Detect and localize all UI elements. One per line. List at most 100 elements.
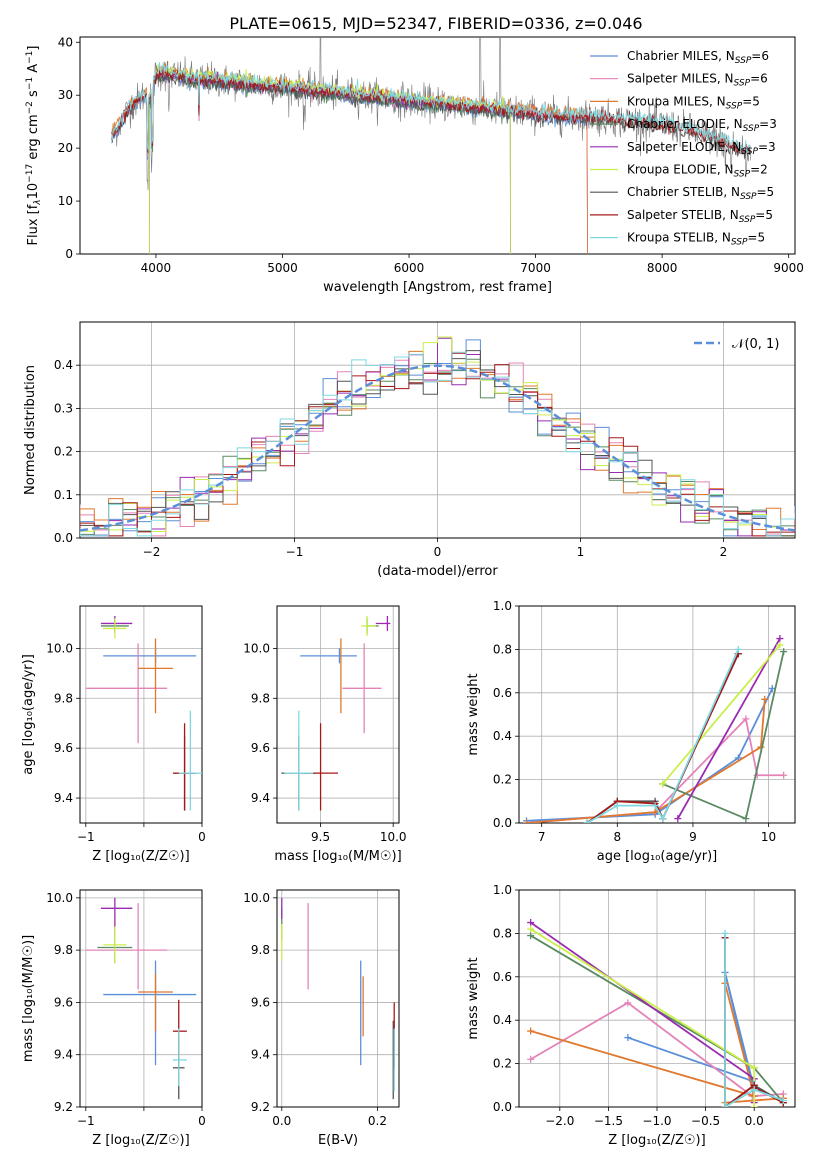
- figure-title: PLATE=0615, MJD=52347, FIBERID=0336, z=0…: [229, 14, 642, 33]
- weight-vs-age-marker: [583, 819, 591, 823]
- age-vs-z-ylabel: age [log₁₀(age/yr)]: [21, 654, 36, 775]
- age-vs-z-point: [138, 638, 173, 714]
- age-vs-mass-frame: [276, 605, 400, 824]
- weight-vs-z-ytick-label: 0.2: [493, 1057, 512, 1071]
- weight-vs-age-marker: [776, 641, 784, 649]
- age-vs-z-ytick-label: 9.8: [54, 691, 73, 705]
- spectrum-xtick-label: 4000: [141, 261, 172, 275]
- weight-vs-z-series-line: [724, 933, 784, 1107]
- mass-vs-z-point: [103, 960, 197, 1066]
- mass-vs-z-point: [138, 973, 173, 1032]
- spectrum-legend-entry: Kroupa MILES, NSSP=5: [627, 94, 760, 111]
- age-vs-mass-ytick-label: 10.0: [243, 641, 270, 655]
- spectrum-legend-entry: Chabrier MILES, NSSP=6: [627, 49, 769, 66]
- residuals-xtick-label: −1: [286, 545, 304, 559]
- weight-vs-age-marker: [613, 802, 621, 810]
- weight-vs-age-xlabel: age [log₁₀(age/yr)]: [597, 849, 718, 864]
- weight-vs-age-series-line: [677, 638, 781, 820]
- weight-vs-z-marker: [527, 932, 535, 940]
- weight-vs-z-marker: [527, 1027, 535, 1035]
- age-vs-mass-xtick-label: 10.0: [380, 830, 407, 844]
- mass-vs-ebv-ytick-label: 10.0: [243, 891, 270, 905]
- weight-vs-z-marker: [750, 1103, 758, 1107]
- weight-vs-age-marker: [659, 815, 667, 823]
- residuals-xtick-label: 2: [720, 545, 728, 559]
- mass-vs-ebv-xtick-label: 0.0: [272, 1114, 291, 1128]
- weight-vs-age-marker: [659, 780, 667, 788]
- weight-vs-age-xtick-label: 9: [689, 830, 697, 844]
- mass-vs-z-point: [172, 999, 187, 1063]
- weight-vs-z-marker: [527, 919, 535, 927]
- spectrum-xlabel: wavelength [Angstrom, rest frame]: [323, 280, 552, 295]
- spectrum-legend-entry: Kroupa STELIB, NSSP=5: [627, 231, 765, 248]
- mass-vs-z-point: [103, 926, 127, 964]
- weight-vs-z-ytick-label: 0.0: [493, 1100, 512, 1114]
- spectrum-lines: [111, 37, 751, 254]
- mass-vs-z-errorbars: [85, 897, 197, 1100]
- age-vs-z-errorbars: [85, 615, 202, 811]
- age-vs-z-point: [172, 723, 197, 811]
- age-vs-z-ytick-label: 9.4: [54, 791, 73, 805]
- weight-vs-z-ytick-label: 0.4: [493, 1013, 512, 1027]
- weight-vs-age-ytick-label: 0.6: [493, 686, 512, 700]
- weight-vs-z-series-line: [627, 972, 756, 1097]
- weight-vs-age-lines: [523, 635, 788, 823]
- mass-vs-z-ytick-label: 9.6: [54, 995, 73, 1009]
- mass-vs-z-xlabel: Z [log₁₀(Z/Z☉)]: [92, 1133, 189, 1148]
- age-vs-mass-point: [361, 615, 376, 636]
- weight-vs-age-marker: [651, 802, 659, 810]
- weight-vs-z-marker: [721, 929, 729, 937]
- age-vs-z-point: [103, 618, 127, 639]
- spectrum-ytick-label: 30: [58, 88, 73, 102]
- age-vs-mass-xtick-label: 9.5: [311, 830, 330, 844]
- mass-vs-z-axes: −1 0 9.2 9.4 9.6 9.8 10.0 Z [log₁₀(Z/Z☉)] mass […: [21, 889, 206, 1148]
- spectrum-legend-entry: Salpeter ELODIE, NSSP=3: [627, 140, 776, 157]
- weight-vs-age-ytick-label: 0.8: [493, 642, 512, 656]
- weight-vs-age-marker: [742, 815, 750, 823]
- weight-vs-age-marker: [742, 715, 750, 723]
- age-vs-z-axes: −1 0 9.4 9.6 9.8 10.0 Z [log₁₀(Z/Z☉)] age [log₁…: [21, 605, 206, 864]
- mass-vs-ebv-errorbars: [281, 897, 395, 1100]
- residuals-ytick-label: 0.4: [54, 358, 73, 372]
- weight-vs-age-ytick-label: 0.0: [493, 816, 512, 830]
- age-vs-z-xlabel: Z [log₁₀(Z/Z☉)]: [92, 849, 189, 864]
- weight-vs-age-ylabel: mass weight: [466, 673, 481, 755]
- weight-vs-age-series-line: [586, 653, 740, 823]
- weight-vs-z-marker: [527, 925, 535, 933]
- age-vs-z-xtick-label: −1: [77, 830, 95, 844]
- mass-vs-ebv-ytick-label: 9.4: [251, 1048, 270, 1062]
- mass-vs-z-ytick-label: 9.4: [54, 1048, 73, 1062]
- mass-vs-z-ylabel: mass [log₁₀(M/M☉)]: [21, 935, 36, 1062]
- weight-vs-z-marker: [527, 1055, 535, 1063]
- mass-vs-z-ytick-label: 9.8: [54, 943, 73, 957]
- residuals-xtick-label: −2: [143, 545, 161, 559]
- age-vs-z-frame: [79, 605, 203, 824]
- mass-vs-ebv-axes: 0.0 0.2 9.2 9.4 9.6 9.8 10.0 E(B-V): [243, 889, 400, 1148]
- residuals-frame: [79, 321, 796, 539]
- mass-vs-ebv-frame: [276, 889, 400, 1108]
- weight-vs-z-xtick-label: −1.0: [642, 1114, 671, 1128]
- spectrum-model-line: [111, 62, 751, 155]
- spectrum-xtick-label: 8000: [647, 261, 678, 275]
- age-vs-mass-ytick-label: 9.6: [251, 741, 270, 755]
- weight-vs-z-lines: [527, 919, 787, 1107]
- residuals-ytick-label: 0.1: [54, 488, 73, 502]
- age-vs-z-point: [178, 710, 202, 811]
- spectrum-legend: Chabrier MILES, NSSP=6 Salpeter MILES, NS…: [590, 49, 777, 248]
- mass-vs-ebv-ytick-label: 9.2: [251, 1100, 270, 1114]
- age-vs-mass-ytick-label: 9.4: [251, 791, 270, 805]
- age-vs-mass-point: [300, 648, 357, 664]
- weight-vs-z-xtick-label: −1.5: [594, 1114, 623, 1128]
- mass-vs-z-point: [100, 897, 133, 935]
- age-vs-mass-ytick-label: 9.8: [251, 691, 270, 705]
- residuals-ytick-label: 0.0: [54, 531, 73, 545]
- mass-vs-ebv-xlabel: E(B-V): [318, 1133, 358, 1148]
- weight-vs-age-marker: [734, 645, 742, 653]
- spectrum-ytick-label: 10: [58, 194, 73, 208]
- weight-vs-age-marker: [651, 808, 659, 816]
- weight-vs-age-series-line: [526, 699, 766, 823]
- weight-vs-z-ytick-label: 0.8: [493, 926, 512, 940]
- mass-vs-z-xtick-label: 0: [198, 1114, 206, 1128]
- age-vs-z-ytick-label: 9.6: [54, 741, 73, 755]
- spectrum-xtick-label: 5000: [267, 261, 298, 275]
